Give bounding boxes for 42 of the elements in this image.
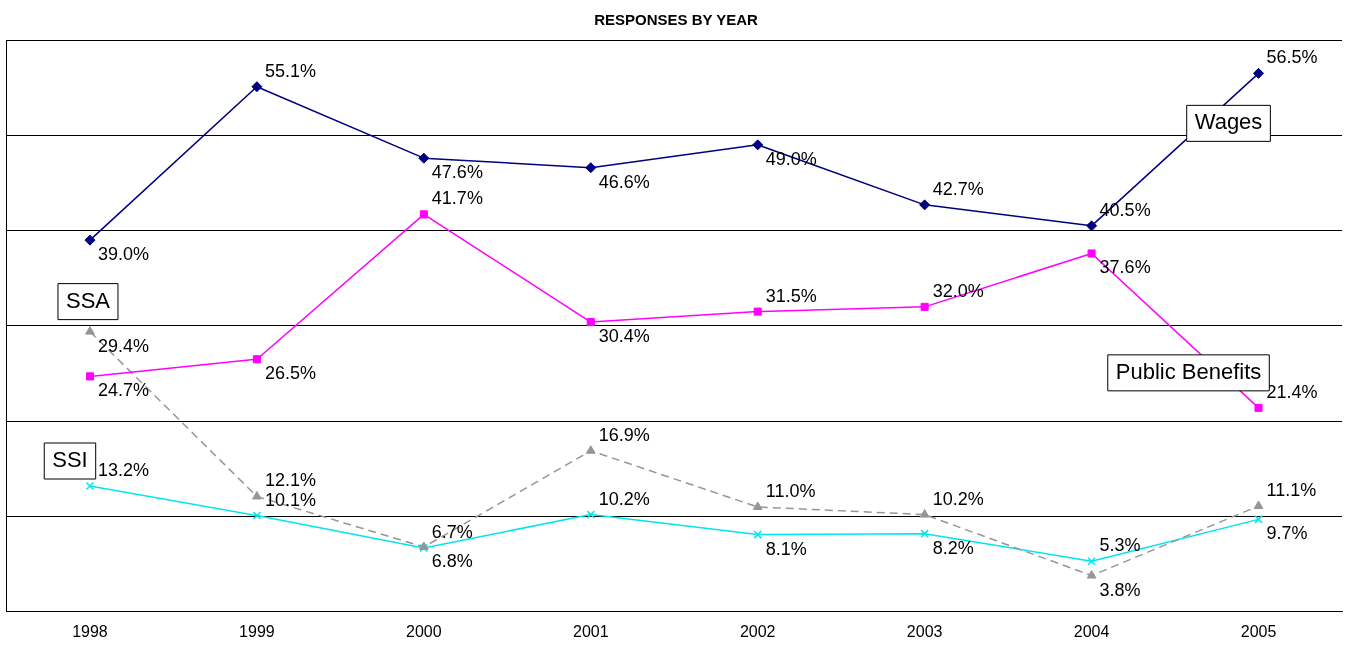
data-label: 5.3% bbox=[1099, 535, 1141, 556]
x-tick-label: 2004 bbox=[1073, 622, 1110, 640]
x-tick-label: 2001 bbox=[572, 622, 609, 640]
data-label: 21.4% bbox=[1266, 381, 1318, 402]
series-label: SSI bbox=[52, 447, 88, 473]
data-label: 47.6% bbox=[431, 162, 483, 183]
data-label: 10.2% bbox=[932, 488, 984, 509]
data-label: 31.5% bbox=[765, 285, 817, 306]
x-tick-label: 2002 bbox=[739, 622, 776, 640]
data-label: 12.1% bbox=[264, 470, 316, 491]
data-label: 11.0% bbox=[765, 480, 816, 501]
data-label: 8.1% bbox=[765, 538, 807, 559]
data-label: 3.8% bbox=[1099, 579, 1141, 600]
data-label: 8.2% bbox=[932, 537, 974, 558]
series-label: SSA bbox=[65, 287, 111, 313]
data-label: 39.0% bbox=[97, 244, 150, 265]
x-tick-label: 2000 bbox=[406, 622, 442, 640]
data-label: 16.9% bbox=[598, 424, 650, 445]
data-label: 46.6% bbox=[598, 171, 650, 192]
data-label: 13.2% bbox=[97, 459, 150, 480]
data-label: 6.7% bbox=[431, 521, 473, 542]
data-label: 9.7% bbox=[1266, 523, 1308, 544]
data-label: 41.7% bbox=[431, 188, 483, 209]
series-label: Wages bbox=[1194, 109, 1263, 135]
data-label: 29.4% bbox=[97, 335, 150, 356]
data-label: 55.1% bbox=[264, 60, 316, 81]
x-tick-label: 1998 bbox=[72, 622, 108, 640]
data-label: 30.4% bbox=[598, 326, 650, 347]
data-label: 42.7% bbox=[932, 178, 984, 199]
data-label: 56.5% bbox=[1266, 47, 1318, 68]
data-label: 24.7% bbox=[97, 380, 150, 401]
data-label: 26.5% bbox=[264, 363, 316, 384]
data-label: 10.2% bbox=[598, 488, 650, 509]
chart-title: RESPONSES BY YEAR bbox=[593, 10, 759, 30]
data-label: 32.0% bbox=[932, 280, 984, 301]
series-label: Public Benefits bbox=[1115, 358, 1262, 384]
data-label: 11.1% bbox=[1266, 479, 1317, 500]
data-label: 10.1% bbox=[264, 489, 316, 510]
x-tick-label: 2003 bbox=[906, 622, 943, 640]
x-tick-label: 1999 bbox=[239, 622, 275, 640]
data-label: 6.8% bbox=[431, 550, 473, 571]
x-tick-label: 2005 bbox=[1240, 622, 1277, 640]
